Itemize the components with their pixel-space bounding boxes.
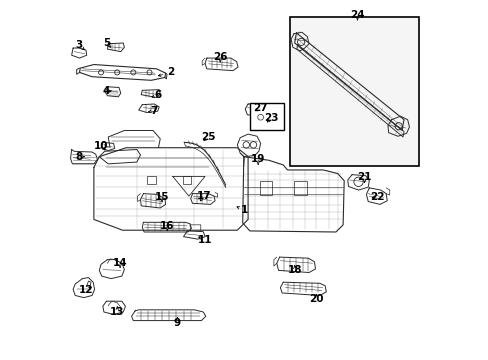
Text: 15: 15 <box>155 192 169 202</box>
Text: 21: 21 <box>357 172 371 182</box>
Text: 16: 16 <box>160 221 174 231</box>
Text: 11: 11 <box>198 235 212 245</box>
FancyBboxPatch shape <box>249 103 284 130</box>
Text: 9: 9 <box>174 318 181 328</box>
FancyBboxPatch shape <box>290 17 418 166</box>
Text: 24: 24 <box>349 10 364 20</box>
Text: 22: 22 <box>369 192 384 202</box>
Text: 19: 19 <box>250 154 265 164</box>
Text: 27: 27 <box>253 103 267 113</box>
Text: 12: 12 <box>79 285 93 296</box>
Text: 3: 3 <box>75 40 82 50</box>
Text: 6: 6 <box>154 90 161 100</box>
Bar <box>293 181 306 195</box>
Bar <box>259 181 272 195</box>
Text: 5: 5 <box>102 38 110 48</box>
Bar <box>147 176 155 184</box>
Text: 18: 18 <box>287 265 301 275</box>
Text: 25: 25 <box>200 132 215 142</box>
Bar <box>183 176 191 184</box>
Text: 23: 23 <box>264 113 278 123</box>
Text: 14: 14 <box>113 258 127 268</box>
Text: 17: 17 <box>197 191 211 201</box>
Text: 7: 7 <box>150 106 158 116</box>
Text: 26: 26 <box>212 52 227 62</box>
Text: 10: 10 <box>94 141 108 151</box>
Text: 8: 8 <box>75 152 82 162</box>
Text: 13: 13 <box>110 307 124 317</box>
Text: 1: 1 <box>241 206 247 216</box>
Text: 2: 2 <box>167 67 174 77</box>
Text: 20: 20 <box>308 294 323 304</box>
Text: 4: 4 <box>102 86 109 96</box>
